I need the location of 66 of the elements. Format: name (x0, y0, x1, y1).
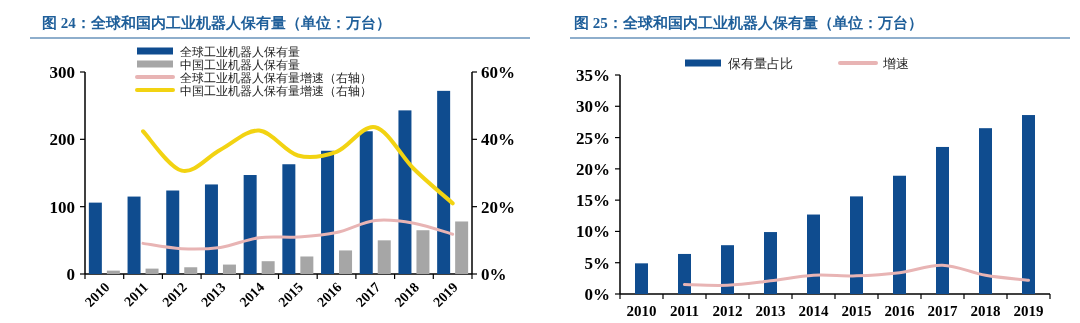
bar (721, 245, 734, 294)
bar (377, 240, 391, 274)
y-tick-label: 25% (576, 128, 610, 148)
x-tick-label: 2018 (970, 303, 1001, 319)
bar (184, 267, 198, 274)
bar (127, 196, 141, 274)
legend-label: 全球工业机器人保有量 (180, 44, 300, 59)
bar (204, 184, 218, 274)
x-tick-label: 2011 (669, 303, 700, 319)
y2-tick-label: 20% (481, 197, 515, 217)
line-series (141, 218, 455, 251)
x-tick-label: 2014 (798, 303, 829, 319)
x-tick-label: 2015 (841, 303, 872, 319)
y-tick-label: 30% (576, 97, 610, 117)
bar (222, 264, 236, 274)
bar (339, 250, 353, 274)
y2-tick-label: 0% (481, 265, 507, 284)
legend-label: 中国工业机器人保有量增速（右轴） (180, 83, 372, 98)
bar (416, 230, 430, 274)
bar (166, 190, 180, 274)
x-tick-label: 2017 (927, 303, 958, 319)
bar (359, 131, 373, 274)
chart-title: 图 24：全球和国内工业机器人保有量（单位：万台） (42, 15, 391, 31)
bar (1022, 115, 1035, 294)
bar (88, 202, 102, 274)
chart-title: 图 25：全球和国内工业机器人保有量（单位：万台） (574, 15, 923, 31)
y-tick-label: 100 (49, 197, 75, 217)
bar (678, 253, 691, 294)
x-tick-label: 2013 (755, 303, 786, 319)
x-tick-label: 2019 (1013, 303, 1044, 319)
bar (282, 164, 296, 274)
bar (145, 268, 159, 274)
bar (437, 90, 451, 274)
bar (243, 175, 257, 274)
line-series (141, 125, 455, 206)
legend-label: 增速 (882, 55, 909, 71)
y2-tick-label: 60% (481, 63, 515, 82)
x-tick-label: 2010 (626, 303, 657, 319)
y-tick-label: 15% (576, 191, 610, 211)
y-tick-label: 200 (49, 130, 75, 150)
bar (455, 221, 469, 274)
bar (300, 256, 314, 274)
legend-label: 全球工业机器人保有量增速（右轴） (180, 70, 372, 85)
bar (635, 263, 648, 294)
bar (893, 175, 906, 294)
bar (261, 261, 275, 274)
y2-tick-label: 40% (481, 130, 515, 150)
y-tick-label: 10% (576, 222, 610, 242)
legend-label: 中国工业机器人保有量 (180, 57, 300, 72)
line-series (683, 263, 1030, 287)
bar (764, 232, 777, 294)
bar (936, 146, 949, 294)
x-tick-label: 2012 (712, 303, 743, 319)
bar (398, 110, 412, 274)
bar (850, 196, 863, 294)
bar (979, 128, 992, 294)
bar (321, 150, 335, 274)
y-tick-label: 5% (584, 253, 610, 273)
y-tick-label: 300 (49, 63, 75, 82)
y-tick-label: 20% (576, 159, 610, 179)
y-tick-label: 0 (66, 265, 75, 284)
bar (807, 214, 820, 294)
x-tick-label: 2016 (884, 303, 915, 319)
legend-label: 保有量占比 (728, 55, 793, 71)
y-tick-label: 0% (584, 285, 610, 304)
y-tick-label: 35% (576, 66, 610, 85)
